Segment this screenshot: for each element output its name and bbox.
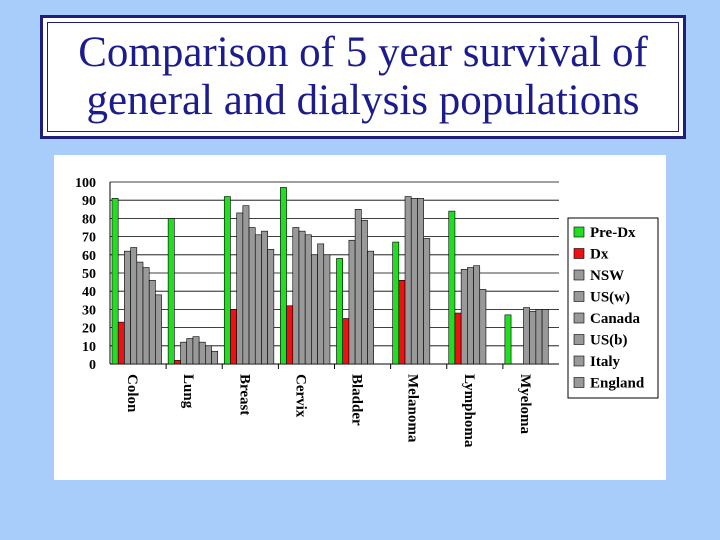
y-tick-label: 10 — [82, 340, 96, 355]
bar — [473, 265, 481, 365]
x-tick-label: Myeloma — [517, 374, 533, 434]
bar — [467, 267, 474, 365]
bar — [192, 336, 200, 365]
bar — [523, 307, 530, 365]
chart-panel: 100 90 80 70 60 50 40 30 20 10 0 Colon Lung Breast Cer… — [54, 155, 666, 480]
y-tick-label: 0 — [89, 358, 96, 373]
bar — [223, 196, 231, 365]
legend-label: Canada — [590, 311, 641, 327]
y-tick-label: 50 — [82, 267, 96, 282]
bar — [541, 309, 549, 365]
x-tick-label: Lung — [180, 374, 196, 409]
bar — [317, 243, 325, 365]
legend-swatch — [573, 269, 585, 281]
bar — [254, 234, 262, 365]
bar — [367, 250, 374, 365]
y-tick-label: 100 — [75, 176, 96, 191]
legend-box — [567, 217, 659, 399]
legend-label: England — [590, 376, 645, 392]
bar — [167, 218, 175, 365]
y-tick-label: 40 — [82, 285, 96, 300]
bar — [360, 219, 368, 365]
bar — [236, 212, 244, 365]
bar — [111, 198, 119, 365]
bar — [404, 196, 412, 365]
legend-swatch — [573, 226, 585, 238]
bar — [180, 341, 188, 365]
bar — [267, 249, 275, 365]
legend-label: Pre-Dx — [590, 225, 636, 241]
bar — [460, 269, 468, 365]
bar — [292, 227, 300, 365]
bar — [311, 254, 318, 365]
bar — [398, 279, 406, 365]
bar — [174, 360, 181, 365]
bar — [504, 314, 512, 365]
legend-label: Dx — [590, 247, 609, 263]
y-tick-label: 80 — [82, 212, 96, 227]
legend-label: Italy — [590, 354, 621, 370]
x-tick-label: Melanoma — [405, 374, 421, 443]
legend-swatch — [573, 355, 585, 367]
y-tick-label: 30 — [82, 303, 96, 318]
bar — [198, 341, 206, 365]
x-tick-label: Bladder — [349, 374, 365, 426]
bar — [392, 241, 400, 365]
bar — [124, 250, 131, 365]
x-tick-label: Lymphoma — [461, 374, 477, 448]
legend-swatch — [573, 248, 585, 259]
legend-swatch — [573, 291, 585, 302]
bar — [130, 247, 138, 365]
legend-label: NSW — [590, 268, 624, 284]
legend-label: US(w) — [590, 290, 630, 306]
bar — [280, 187, 287, 365]
bar — [261, 230, 268, 365]
y-tick-label: 70 — [82, 231, 96, 246]
bar — [148, 279, 156, 365]
bar — [535, 309, 543, 365]
bar — [286, 305, 294, 365]
y-tick-label: 90 — [82, 194, 96, 209]
bar — [142, 267, 150, 365]
bar — [448, 210, 456, 365]
bar — [336, 258, 343, 365]
bar — [342, 318, 350, 365]
legend-swatch — [573, 334, 585, 345]
bar — [211, 350, 219, 365]
bar — [529, 310, 537, 365]
bar — [454, 312, 462, 365]
bar — [248, 227, 256, 365]
x-tick-label: Cervix — [292, 374, 308, 418]
legend-swatch — [573, 377, 585, 388]
bar — [323, 254, 331, 365]
y-tick-label: 60 — [82, 249, 96, 264]
bar — [417, 198, 424, 365]
bar — [242, 205, 250, 365]
x-tick-label: Breast — [236, 374, 252, 415]
chart-title: Comparison of 5 year survival of general… — [78, 29, 648, 124]
bar — [423, 238, 431, 365]
bar — [186, 338, 194, 365]
bar — [117, 321, 125, 365]
title-frame: Comparison of 5 year survival of general… — [47, 22, 679, 132]
legend-swatch — [573, 312, 585, 324]
bar — [205, 345, 212, 365]
bar — [155, 294, 162, 365]
bar — [304, 234, 312, 365]
bar — [298, 230, 306, 365]
legend-label: US(b) — [590, 333, 628, 349]
title-box: Comparison of 5 year survival of general… — [40, 15, 686, 139]
bar — [479, 289, 487, 365]
bar — [410, 198, 418, 365]
bar — [136, 261, 144, 365]
x-tick-label: Colon — [124, 374, 140, 413]
bar — [230, 309, 237, 365]
y-tick-label: 20 — [82, 322, 96, 337]
bar — [354, 208, 362, 365]
bar — [348, 239, 356, 365]
